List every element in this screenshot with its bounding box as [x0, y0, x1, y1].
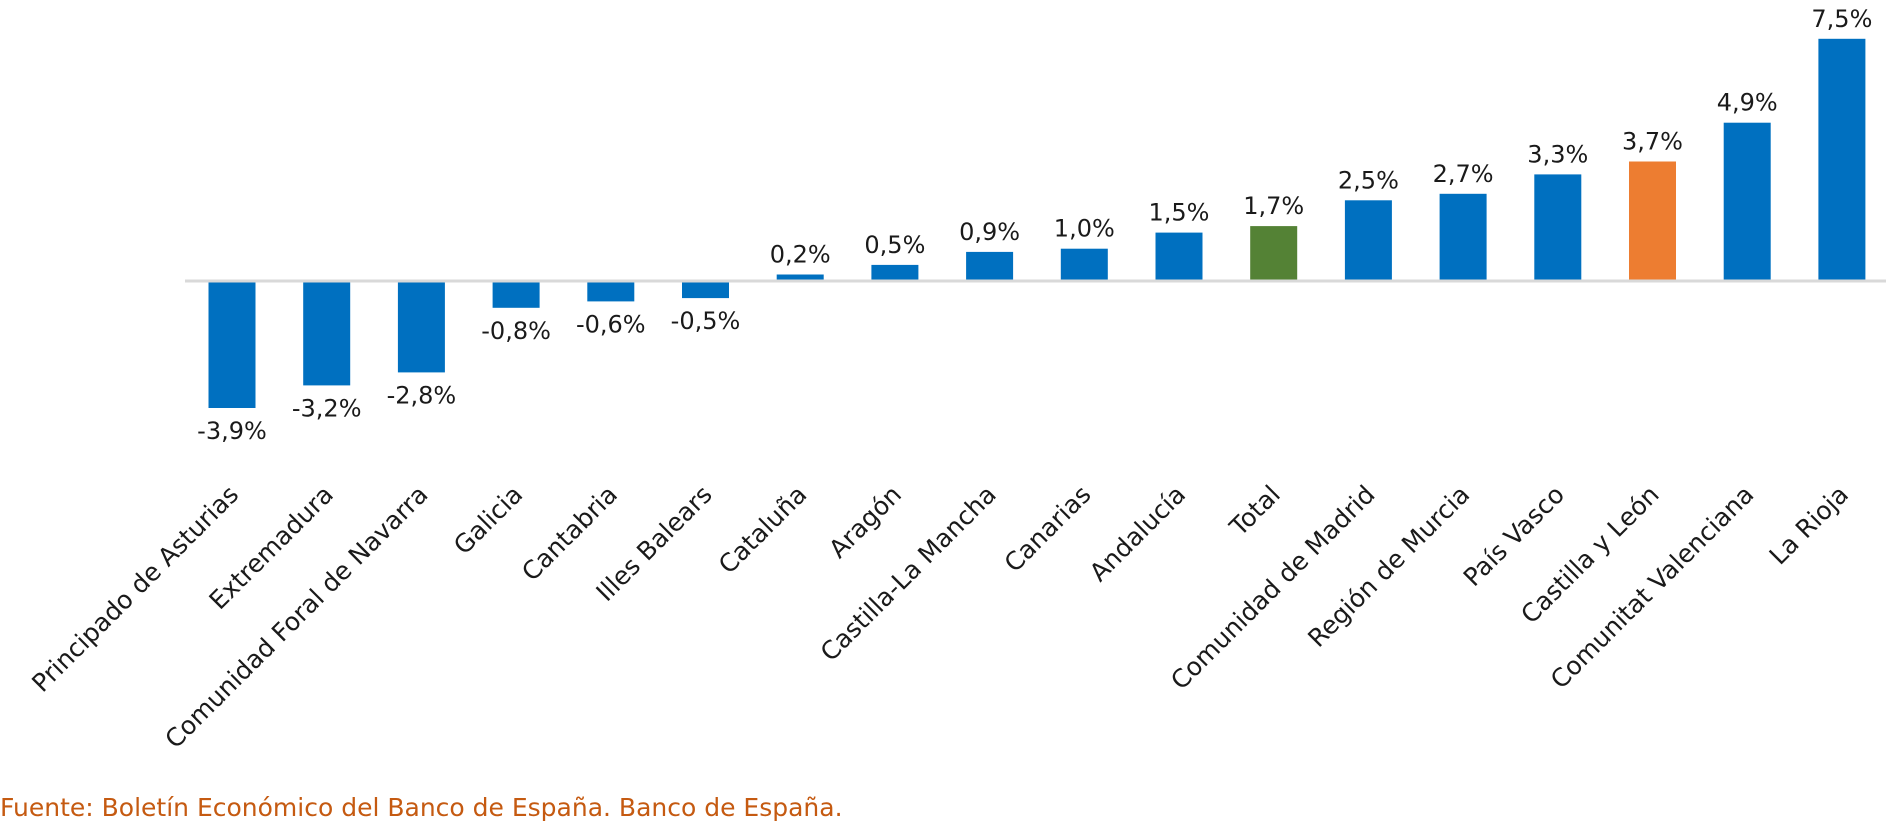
bar-pais-vasco	[1534, 174, 1582, 281]
value-label-cantabria: -0,6%	[576, 310, 646, 338]
bar-castilla-la-mancha	[966, 251, 1014, 281]
bar-comunidad-de-madrid	[1344, 200, 1392, 282]
value-label-castilla-y-leon: 3,7%	[1622, 128, 1683, 156]
category-label-la-rioja: La Rioja	[1764, 480, 1855, 571]
value-label-andalucia: 1,5%	[1149, 199, 1210, 227]
category-labels-group: Principado de AsturiasExtremaduraComunid…	[26, 480, 1854, 754]
category-label-castilla-la-mancha: Castilla-La Mancha	[815, 480, 1002, 667]
category-label-andalucia: Andalucía	[1084, 480, 1191, 587]
bar-cataluna	[776, 274, 824, 281]
value-label-total: 1,7%	[1243, 192, 1304, 220]
value-label-comunidad-foral-de-navarra: -2,8%	[387, 381, 457, 409]
value-label-canarias: 1,0%	[1054, 215, 1115, 243]
bar-canarias	[1060, 248, 1108, 281]
category-label-region-de-murcia: Región de Murcia	[1302, 480, 1475, 653]
bar-aragon	[871, 264, 919, 281]
value-label-region-de-murcia: 2,7%	[1433, 160, 1494, 188]
bar-region-de-murcia	[1439, 193, 1487, 281]
bar-andalucia	[1155, 232, 1203, 281]
bar-comunidad-foral-de-navarra	[397, 282, 445, 373]
source-note: Fuente: Boletín Económico del Banco de E…	[0, 793, 843, 822]
category-label-cataluna: Cataluña	[713, 480, 813, 580]
value-label-galicia: -0,8%	[481, 317, 551, 345]
value-label-extremadura: -3,2%	[292, 394, 362, 422]
value-labels-group: -3,9% -3,2% -2,8% -0,8% -0,6% -0,5% 0,2% 0,5% 0,…	[197, 5, 1872, 445]
bar-illes-balears	[682, 282, 729, 299]
value-label-la-rioja: 7,5%	[1811, 5, 1872, 33]
category-label-aragon: Aragón	[823, 480, 907, 564]
bar-extremadura	[303, 282, 351, 386]
bar-total	[1250, 226, 1298, 281]
value-label-illes-balears: -0,5%	[671, 307, 741, 335]
bar-comunitat-valenciana	[1723, 122, 1771, 281]
bar-principado-de-asturias	[208, 282, 256, 408]
value-label-pais-vasco: 3,3%	[1527, 140, 1588, 168]
value-label-aragon: 0,5%	[864, 231, 925, 259]
category-label-total: Total	[1223, 480, 1286, 543]
bar-castilla-y-leon	[1629, 161, 1676, 281]
value-label-cataluna: 0,2%	[770, 241, 831, 269]
bar-cantabria	[587, 282, 635, 302]
category-label-galicia: Galicia	[448, 480, 528, 560]
bars-group	[208, 38, 1866, 408]
bar-la-rioja	[1818, 38, 1866, 281]
value-label-comunidad-de-madrid: 2,5%	[1338, 166, 1399, 194]
category-label-canarias: Canarias	[999, 480, 1097, 578]
value-label-principado-de-asturias: -3,9%	[197, 417, 267, 445]
value-label-castilla-la-mancha: 0,9%	[959, 218, 1020, 246]
value-label-comunitat-valenciana: 4,9%	[1717, 89, 1778, 117]
bar-galicia	[492, 282, 540, 308]
